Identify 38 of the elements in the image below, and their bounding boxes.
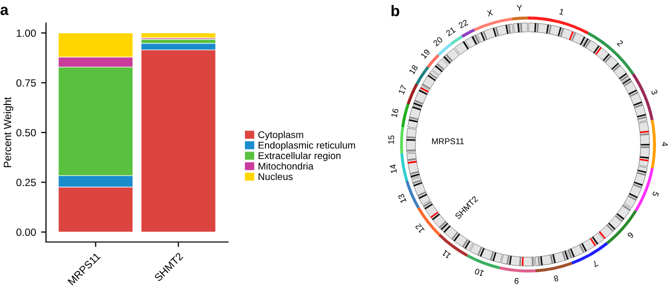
category-label: 11 [442, 250, 452, 259]
y-tick-label: 1.00 [16, 29, 36, 37]
category-label: 6 [627, 232, 634, 239]
category-label: 5 [652, 191, 660, 197]
text: b [392, 5, 400, 16]
category-label: 2 [616, 40, 624, 47]
y-tick-label: 0.25 [16, 178, 36, 186]
category-label: 15 [388, 135, 394, 144]
category-label: 10 [474, 268, 484, 277]
category-label: 17 [398, 84, 407, 95]
category-label: 9 [514, 278, 519, 284]
text: MRPS11 [432, 138, 464, 144]
category-label: 3 [650, 89, 658, 96]
y-tick-label: 0.75 [16, 79, 36, 87]
category-label: 19 [420, 48, 430, 59]
category-label: 18 [408, 64, 418, 75]
category-label: 16 [390, 108, 399, 118]
category-label: 8 [554, 275, 559, 282]
legend-label: Extracellular region [258, 152, 340, 162]
category-label: 20 [432, 36, 444, 46]
category-label: 13 [398, 194, 407, 204]
legend-label: Cytoplasm [258, 131, 304, 140]
y-axis-title: Percent Weight [4, 97, 14, 168]
category-label: 7 [592, 260, 598, 268]
category-label: Y [516, 4, 522, 11]
category-label: 22 [458, 19, 468, 28]
category-label: 12 [414, 223, 425, 234]
legend-label: Endoplasmic reticulum [258, 142, 356, 151]
y-tick-label: 0.00 [16, 228, 36, 236]
legend-label: Mitochondria [258, 162, 314, 170]
category-label: 1 [559, 8, 564, 16]
chart-title: a [0, 6, 9, 16]
category-label: 4 [662, 142, 668, 146]
category-label: X [486, 10, 494, 16]
legend-label: Nucleus [258, 172, 293, 180]
category-label: 21 [446, 26, 456, 36]
category-label: 14 [390, 164, 397, 174]
y-tick-label: 0.50 [16, 129, 36, 136]
